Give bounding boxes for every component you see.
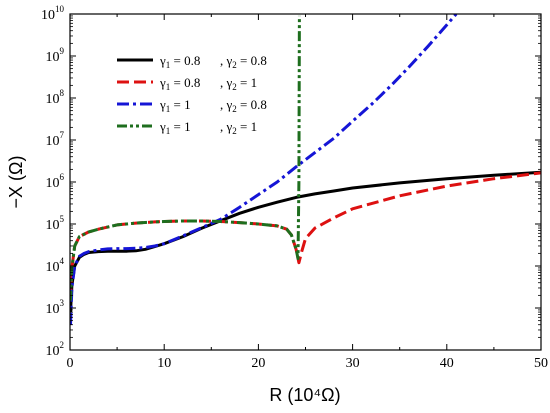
y-axis-title: −X (Ω) (6, 156, 26, 209)
y-tick-label: 102 (46, 340, 65, 359)
series-line-2 (70, 171, 541, 301)
legend-label-4-b: , γ2 = 1 (220, 119, 257, 136)
series-layer (70, 14, 541, 325)
y-axis-ticks: 102 103 104 105 106 107 108 109 1010 (41, 4, 541, 359)
legend-label-1: γ1 = 0.8 (159, 53, 200, 70)
y-tick-label: 103 (46, 298, 65, 317)
legend-label-3-b: , γ2 = 0.8 (220, 97, 267, 114)
x-tick-label: 20 (251, 356, 265, 371)
x-tick-label: 40 (440, 356, 454, 371)
series-line-4 (70, 15, 301, 301)
x-axis-ticks: 0 10 20 30 40 50 (67, 14, 548, 371)
y-tick-label: 108 (46, 88, 65, 107)
y-tick-label: 104 (46, 256, 65, 275)
y-tick-label: 109 (46, 46, 65, 65)
legend: γ1 = 0.8 , γ2 = 0.8 γ1 = 0.8 , γ2 = 1 γ1 = 1… (117, 53, 267, 136)
y-tick-label: 1010 (41, 4, 65, 23)
legend-label-1-b: , γ2 = 0.8 (220, 53, 267, 70)
x-tick-label: 0 (67, 356, 74, 371)
x-tick-label: 50 (534, 356, 548, 371)
x-tick-label: 10 (157, 356, 171, 371)
x-tick-label: 30 (346, 356, 360, 371)
y-tick-label: 106 (46, 172, 65, 191)
legend-label-4: γ1 = 1 (159, 119, 191, 136)
legend-label-2-b: , γ2 = 1 (220, 75, 257, 92)
x-axis-title: R (10⁴Ω) (269, 385, 340, 405)
y-tick-label: 105 (46, 214, 65, 233)
legend-label-3: γ1 = 1 (159, 97, 191, 114)
y-tick-label: 107 (46, 130, 65, 149)
legend-label-2: γ1 = 0.8 (159, 75, 200, 92)
series-line-3 (70, 14, 458, 325)
